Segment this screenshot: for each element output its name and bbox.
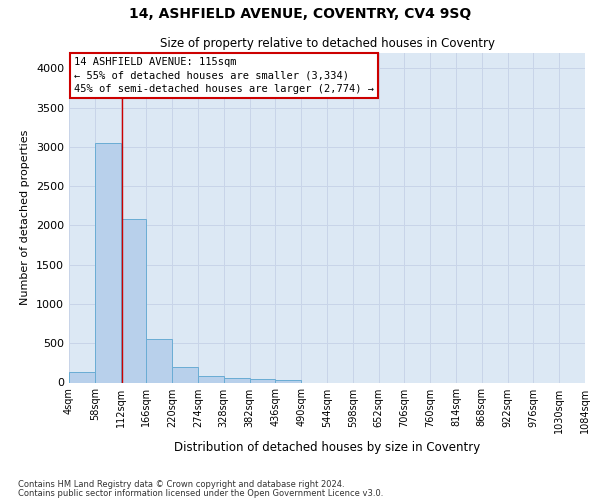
Bar [172, 367, 198, 382]
Text: Contains public sector information licensed under the Open Government Licence v3: Contains public sector information licen… [18, 488, 383, 498]
Bar [275, 380, 301, 382]
X-axis label: Distribution of detached houses by size in Coventry: Distribution of detached houses by size … [174, 441, 480, 454]
Bar [146, 340, 172, 382]
Bar [121, 219, 146, 382]
Bar [69, 372, 95, 382]
Bar [250, 379, 275, 382]
Text: 14 ASHFIELD AVENUE: 115sqm
← 55% of detached houses are smaller (3,334)
45% of s: 14 ASHFIELD AVENUE: 115sqm ← 55% of deta… [74, 58, 374, 94]
Bar [198, 376, 224, 382]
Title: Size of property relative to detached houses in Coventry: Size of property relative to detached ho… [160, 37, 494, 50]
Text: Contains HM Land Registry data © Crown copyright and database right 2024.: Contains HM Land Registry data © Crown c… [18, 480, 344, 489]
Bar [224, 378, 250, 382]
Bar [95, 143, 121, 382]
Y-axis label: Number of detached properties: Number of detached properties [20, 130, 31, 305]
Text: 14, ASHFIELD AVENUE, COVENTRY, CV4 9SQ: 14, ASHFIELD AVENUE, COVENTRY, CV4 9SQ [129, 8, 471, 22]
